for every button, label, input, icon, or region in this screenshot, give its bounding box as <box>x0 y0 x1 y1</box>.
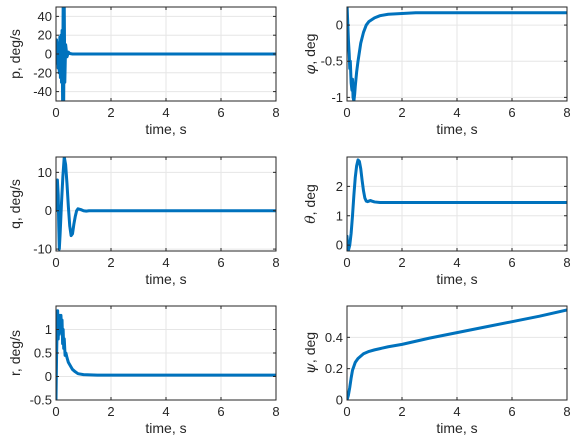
y-axis-label: ψ, deg <box>302 332 319 374</box>
x-axis-label: time, s <box>145 420 186 436</box>
x-tick-label: 2 <box>107 255 114 270</box>
y-axis-label: θ, deg <box>302 184 319 224</box>
y-tick-label: 0 <box>336 393 343 408</box>
y-axis-label: p, deg/s <box>7 29 23 79</box>
y-tick-label: 0 <box>45 203 52 218</box>
y-tick-label: -0.5 <box>30 393 52 408</box>
series-line <box>56 309 276 400</box>
x-tick-label: 6 <box>217 255 224 270</box>
subplot-1: 0 2 4 6 8 -40 -20 0 20 40 time, s p, deg/s <box>7 6 280 137</box>
x-tick-label: 0 <box>343 105 350 120</box>
series-line <box>56 157 276 251</box>
y-tick-label: 40 <box>38 9 52 24</box>
x-tick-label: 8 <box>272 105 279 120</box>
y-axis-label: φ, deg <box>302 34 319 75</box>
x-axis-label: time, s <box>145 121 186 137</box>
series-line <box>56 7 276 101</box>
x-tick-label: 8 <box>563 105 570 120</box>
x-tick-label: 8 <box>563 255 570 270</box>
y-tick-label: -0.5 <box>321 54 343 69</box>
y-axis-label: q, deg/s <box>7 179 23 229</box>
subplot-2: 0 2 4 6 8 -1 -0.5 0 time, s φ, deg <box>302 6 571 137</box>
y-tick-label: 20 <box>38 28 52 43</box>
y-tick-label: -1 <box>331 90 343 105</box>
series-line <box>347 308 567 400</box>
subplot-4: 0 2 4 6 8 0 1 2 time, s θ, deg <box>302 156 571 287</box>
series-line <box>347 7 567 101</box>
x-tick-label: 0 <box>52 105 59 120</box>
y-tick-label: 0 <box>336 18 343 33</box>
y-tick-label: 1 <box>336 208 343 223</box>
x-axis-label: time, s <box>436 271 477 287</box>
x-tick-label: 4 <box>453 404 460 419</box>
x-tick-label: 6 <box>508 404 515 419</box>
x-tick-label: 4 <box>162 105 169 120</box>
x-tick-label: 4 <box>162 255 169 270</box>
y-tick-label: 10 <box>38 165 52 180</box>
y-axis-unit: , deg <box>302 184 318 215</box>
x-tick-label: 6 <box>217 105 224 120</box>
y-axis-label: r, deg/s <box>7 330 23 376</box>
y-axis-unit: , deg <box>302 34 318 65</box>
y-tick-label: 0.4 <box>325 330 343 345</box>
x-tick-label: 2 <box>107 404 114 419</box>
x-tick-label: 4 <box>453 105 460 120</box>
y-axis-unit: , deg <box>302 332 318 363</box>
x-tick-label: 8 <box>272 255 279 270</box>
y-tick-label: 1 <box>45 322 52 337</box>
x-tick-label: 6 <box>508 105 515 120</box>
x-tick-label: 8 <box>563 404 570 419</box>
x-tick-label: 0 <box>343 404 350 419</box>
y-tick-label: 0 <box>336 238 343 253</box>
x-tick-label: 8 <box>272 404 279 419</box>
x-tick-label: 0 <box>343 255 350 270</box>
subplot-6: 0 2 4 6 8 0 0.2 0.4 time, s ψ, deg <box>302 305 571 436</box>
x-tick-label: 4 <box>453 255 460 270</box>
x-tick-label: 6 <box>508 255 515 270</box>
x-tick-label: 2 <box>398 404 405 419</box>
y-tick-label: 0 <box>45 369 52 384</box>
y-tick-label: 0.2 <box>325 361 343 376</box>
x-tick-label: 0 <box>52 404 59 419</box>
x-tick-label: 6 <box>217 404 224 419</box>
x-tick-label: 2 <box>398 105 405 120</box>
series-line <box>347 158 567 251</box>
y-tick-label: -20 <box>33 65 52 80</box>
y-tick-label: 0.5 <box>34 346 52 361</box>
y-axis-symbol: φ <box>303 64 319 74</box>
y-axis-symbol: ψ <box>303 362 319 374</box>
y-axis-symbol: θ <box>303 215 319 224</box>
x-axis-label: time, s <box>145 271 186 287</box>
x-axis-label: time, s <box>436 420 477 436</box>
y-tick-label: -40 <box>33 84 52 99</box>
x-tick-label: 2 <box>398 255 405 270</box>
y-tick-label: -10 <box>33 242 52 257</box>
x-axis-label: time, s <box>436 121 477 137</box>
x-tick-label: 4 <box>162 404 169 419</box>
x-tick-label: 2 <box>107 105 114 120</box>
y-tick-label: 0 <box>45 47 52 62</box>
y-tick-label: 2 <box>336 179 343 194</box>
x-tick-label: 0 <box>52 255 59 270</box>
